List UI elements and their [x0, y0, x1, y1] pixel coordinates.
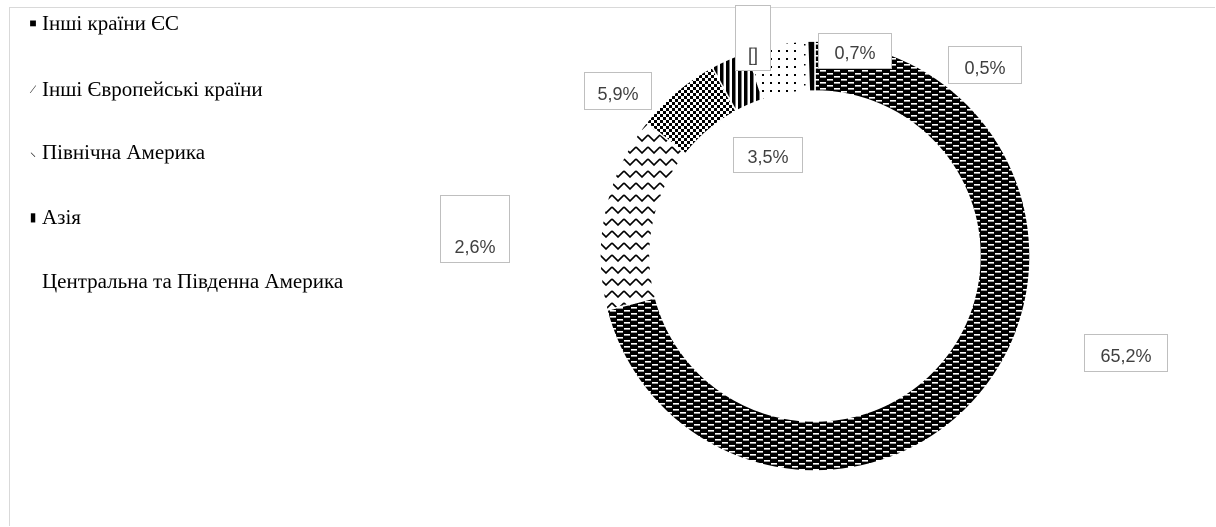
legend-label: Північна Америка	[42, 140, 206, 164]
legend-label: Інші Європейські країни	[42, 77, 263, 101]
donut-slice-1	[599, 121, 687, 312]
legend-marker: ■	[29, 16, 37, 30]
legend-item-eu: ■ Інші країни ЄС	[28, 10, 179, 36]
legend-item-latin-america: Центральна та Південна Америка	[28, 268, 368, 294]
data-label-65: 65,2%	[1084, 334, 1168, 372]
data-label-0-5: 0,5%	[948, 46, 1022, 84]
legend-marker: ▮	[29, 210, 37, 224]
donut-slice-0	[606, 40, 1031, 472]
chart-frame	[9, 7, 1215, 526]
data-label-2-6: 2,6%	[440, 195, 510, 263]
donut-slice-6	[806, 40, 816, 92]
legend-label: Азія	[42, 205, 81, 229]
data-label-3-5: 3,5%	[733, 137, 803, 173]
legend-marker: ⸜	[29, 145, 36, 159]
legend-item-europe: ⁄ Інші Європейські країни	[28, 76, 263, 102]
legend-marker: ⁄	[31, 82, 34, 96]
legend-label: Інші країни ЄС	[42, 11, 179, 35]
legend-item-north-america: ⸜ Північна Америка	[28, 139, 205, 165]
data-label-0-7: 0,7%	[818, 33, 892, 69]
legend-item-asia: ▮ Азія	[28, 204, 81, 230]
data-label-empty: []	[735, 5, 771, 71]
legend-label: Центральна та Південна Америка	[42, 269, 344, 293]
data-label-5-9: 5,9%	[584, 72, 652, 110]
